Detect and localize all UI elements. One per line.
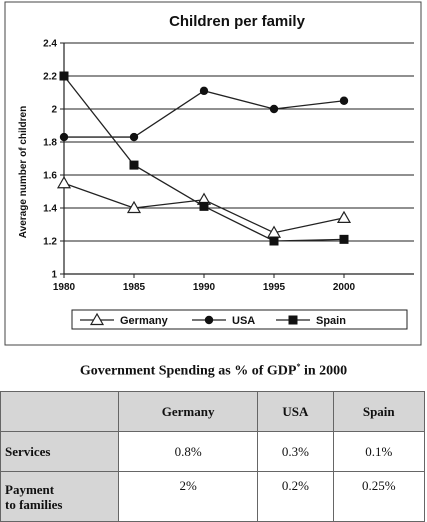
cell-payment-germany: 2% (117, 471, 259, 522)
data-point-germany (56, 176, 72, 189)
table-header-spain: Spain (332, 391, 425, 432)
cell-services-spain: 0.1% (332, 431, 425, 472)
x-tick-label: 1980 (53, 282, 76, 293)
x-tick-label: 1985 (123, 282, 146, 293)
row-label-payment-to-families: Payment to families (0, 471, 119, 522)
legend-label-germany: Germany (120, 315, 169, 327)
table-title: Government Spending as % of GDP* in 2000 (0, 362, 427, 380)
legend-label-usa: USA (232, 315, 255, 327)
cell-services-germany: 0.8% (117, 431, 259, 472)
data-point-spain (269, 236, 279, 246)
legend-marker-spain (288, 315, 298, 325)
table-row: Payment to families 2% 0.2% 0.25% (0, 471, 425, 522)
y-tick-label: 1.4 (43, 204, 57, 215)
cell-services-usa: 0.3% (257, 431, 334, 472)
table-title-footnote-marker: * (296, 362, 301, 371)
table-title-suffix: in 2000 (300, 363, 348, 379)
chart-title: Children per family (169, 13, 306, 30)
table-title-text: Government Spending as % of GDP (79, 363, 297, 379)
y-tick-label: 1.8 (43, 138, 57, 149)
data-point-spain (59, 71, 69, 81)
table-header-usa: USA (257, 391, 334, 432)
legend-marker-usa (204, 315, 214, 325)
row-label-services: Services (0, 431, 119, 472)
data-point-usa (269, 104, 279, 114)
y-tick-label: 1.6 (43, 171, 57, 182)
table-row: Services 0.8% 0.3% 0.1% (0, 431, 425, 472)
x-tick-label: 1990 (193, 282, 216, 293)
government-spending-table: Germany USA Spain Services 0.8% 0.3% 0.1… (0, 391, 425, 522)
legend-label-spain: Spain (316, 315, 346, 327)
children-per-family-chart: Children per family Average number of ch… (4, 1, 422, 346)
legend-marker-germany (89, 312, 105, 326)
y-tick-label: 2.4 (43, 39, 57, 50)
data-point-usa (339, 96, 349, 105)
y-tick-label: 2 (51, 105, 57, 116)
x-tick-label: 1995 (263, 282, 286, 293)
data-point-usa (59, 132, 69, 142)
y-tick-label: 2.2 (43, 72, 57, 83)
table-header-germany: Germany (117, 391, 259, 432)
row-label-line-2: to families (5, 496, 63, 512)
row-label-line-1: Payment (5, 481, 55, 497)
data-point-germany (336, 210, 352, 223)
legend-box (71, 309, 408, 330)
data-point-spain (199, 201, 209, 211)
chart-frame (4, 1, 422, 346)
data-point-usa (129, 132, 139, 142)
y-tick-label: 1.2 (43, 237, 57, 248)
cell-payment-usa: 0.2% (257, 471, 334, 522)
data-point-germany (126, 200, 142, 214)
x-tick-label: 2000 (333, 282, 356, 293)
data-point-spain (129, 160, 139, 170)
table-header-corner (0, 391, 119, 432)
y-axis-label: Average number of children (18, 106, 29, 238)
table-header-row: Germany USA Spain (0, 391, 425, 432)
data-point-usa (199, 86, 209, 96)
data-point-spain (339, 234, 349, 244)
y-tick-label: 1 (51, 270, 57, 281)
cell-payment-spain: 0.25% (332, 471, 425, 522)
